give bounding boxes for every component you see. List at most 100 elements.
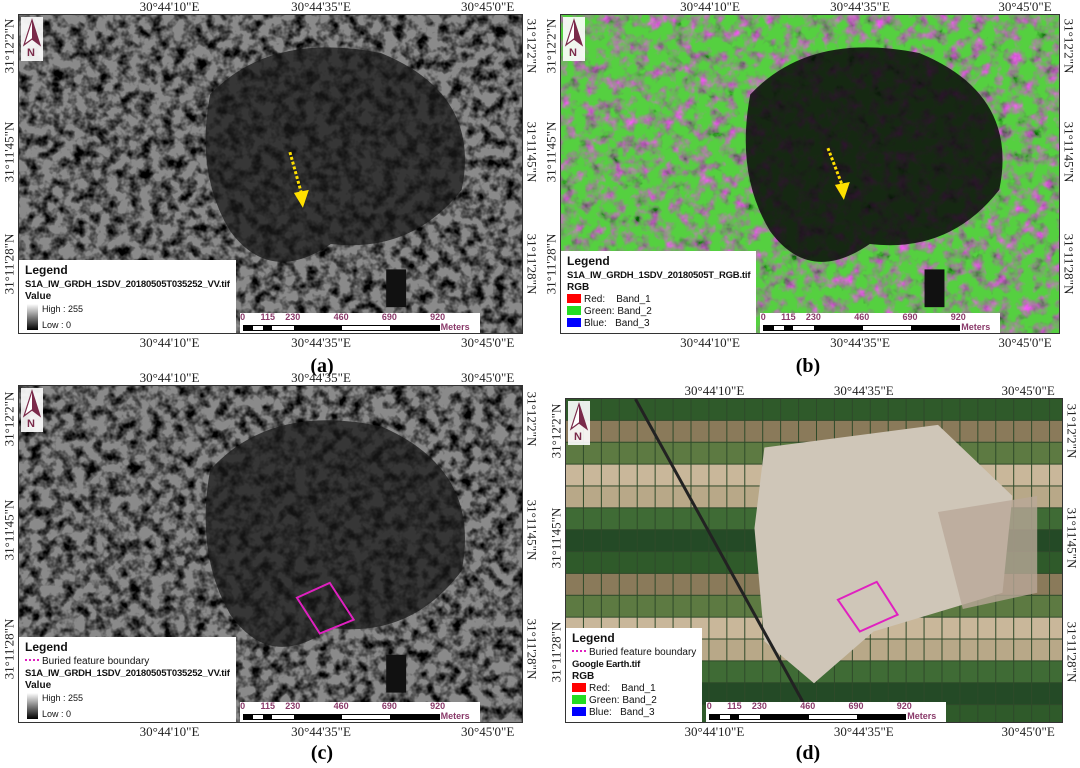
north-label: N <box>569 47 577 59</box>
longitude-label-top: 30°45'0"E <box>460 0 515 14</box>
scale-tick-label: 460 <box>333 312 349 322</box>
latitude-label-right: 31°11'28"N <box>1061 233 1077 294</box>
scale-tick-label: 0 <box>760 312 766 322</box>
longitude-label-bottom: 30°45'0"E <box>1001 724 1055 739</box>
legend-title: Legend <box>567 254 610 268</box>
longitude-label-top: 30°45'0"E <box>460 370 515 385</box>
panel-caption: (b) <box>795 355 821 377</box>
legend-title: Legend <box>25 263 68 277</box>
yellow-arrow-head-icon <box>293 189 309 208</box>
longitude-label-top: 30°44'35"E <box>830 0 890 14</box>
legend-low: Low : 0 <box>42 320 72 330</box>
legend-band-label: Green: Band_2 <box>589 695 657 706</box>
scale-tick-label: 920 <box>950 312 966 322</box>
legend-boundary-label: Buried feature boundary <box>42 656 150 667</box>
legend-title: Legend <box>25 640 68 654</box>
scale-unit: Meters <box>961 322 991 332</box>
scale-tick-label: 690 <box>381 701 397 711</box>
north-arrow-icon: N <box>568 401 590 445</box>
scale-tick-label: 690 <box>848 701 864 711</box>
legend-band-label: Red: Band_1 <box>584 294 651 305</box>
panel-caption: (a) <box>310 355 334 377</box>
longitude-label-bottom: 30°44'10"E <box>684 724 745 739</box>
scale-tick-label: 230 <box>285 312 301 322</box>
scale-bar: 0 115 230 460 690 920 Meters <box>239 701 480 722</box>
latitude-label-left: 31°12'2"N <box>543 18 559 74</box>
scale-tick-label: 460 <box>854 312 870 322</box>
map-image: N Legend S1A_IW_GRDH_1SDV_20180505T_RGB.t… <box>560 14 1060 334</box>
scale-bar: 0 115 230 460 690 920 Meters <box>239 312 480 333</box>
legend-value-heading: Value <box>25 680 52 691</box>
longitude-label-top: 30°45'0"E <box>1001 383 1055 398</box>
latitude-label-left: 31°12'2"N <box>1 391 17 447</box>
latitude-label-right: 31°11'28"N <box>524 233 540 294</box>
longitude-label-bottom: 30°45'0"E <box>998 335 1052 350</box>
band-color-swatch <box>567 306 581 315</box>
latitude-label-right: 31°11'45"N <box>524 499 540 561</box>
scale-tick-label: 0 <box>240 312 246 322</box>
yellow-arrow-icon <box>288 151 304 196</box>
longitude-label-top: 30°44'10"E <box>684 383 745 398</box>
longitude-label-bottom: 30°45'0"E <box>460 335 515 350</box>
latitude-label-right: 31°12'2"N <box>524 391 540 447</box>
longitude-label-top: 30°44'35"E <box>291 0 351 14</box>
scale-tick-label: 0 <box>706 701 712 711</box>
scale-unit: Meters <box>907 711 937 721</box>
latitude-label-right: 31°11'45"N <box>524 121 540 182</box>
legend-high: High : 255 <box>42 304 84 314</box>
scale-tick-label: 690 <box>902 312 918 322</box>
longitude-label-top: 30°45'0"E <box>998 0 1052 14</box>
north-arrow-icon: N <box>21 17 43 61</box>
north-arrow-icon: N <box>21 388 43 432</box>
longitude-label-top: 30°44'10"E <box>680 0 740 14</box>
scale-tick-label: 230 <box>285 701 301 711</box>
scale-tick-label: 460 <box>800 701 816 711</box>
latitude-label-left: 31°11'28"N <box>543 233 559 294</box>
map-image: N Legend Buried feature boundary S1A_IW_GR… <box>18 385 523 723</box>
legend-rgb-heading: RGB <box>567 282 590 293</box>
legend-layer-name: S1A_IW_GRDH_1SDV_20180505T035252_VV.tif <box>25 668 230 679</box>
scale-tick-label: 115 <box>781 312 796 322</box>
map-image: N Legend S1A_IW_GRDH_1SDV_20180505T035252… <box>18 14 523 334</box>
yellow-arrow-icon <box>826 147 845 188</box>
north-arrow-icon: N <box>563 17 585 61</box>
legend-boundary-label: Buried feature boundary <box>589 647 697 658</box>
scale-tick-label: 230 <box>805 312 821 322</box>
scale-tick-label: 115 <box>260 701 275 711</box>
latitude-label-right: 31°12'2"N <box>1061 18 1077 74</box>
legend-layer-name: S1A_IW_GRDH_1SDV_20180505T035252_VV.tif <box>25 279 230 290</box>
scale-unit: Meters <box>440 322 470 332</box>
latitude-label-left: 31°11'28"N <box>1 233 17 294</box>
boundary-line-swatch <box>25 659 39 661</box>
longitude-label-top: 30°44'10"E <box>139 0 200 14</box>
scale-tick-label: 0 <box>240 701 246 711</box>
scale-tick-label: 460 <box>333 701 349 711</box>
longitude-label-bottom: 30°44'35"E <box>291 335 351 350</box>
legend-band-label: Green: Band_2 <box>584 306 652 317</box>
scale-bar: 0 115 230 460 690 920 Meters <box>760 312 1001 333</box>
legend-low: Low : 0 <box>42 709 72 719</box>
scale-tick-label: 230 <box>751 701 767 711</box>
latitude-label-left: 31°11'28"N <box>548 621 564 682</box>
band-color-swatch <box>572 695 586 704</box>
longitude-label-bottom: 30°44'10"E <box>139 724 200 739</box>
longitude-label-bottom: 30°44'10"E <box>680 335 740 350</box>
north-label: N <box>27 47 35 59</box>
map-legend: Legend Buried feature boundary S1A_IW_GRDH… <box>19 637 236 722</box>
longitude-label-top: 30°44'35"E <box>291 370 351 385</box>
latitude-label-right: 31°11'45"N <box>1061 121 1077 182</box>
north-label: N <box>27 418 35 430</box>
legend-layer-name: S1A_IW_GRDH_1SDV_20180505T_RGB.tif <box>567 270 751 281</box>
band-color-swatch <box>572 683 586 692</box>
legend-band-label: Blue: Band_3 <box>584 318 650 329</box>
band-color-swatch <box>572 707 586 716</box>
legend-layer-name: Google Earth.tif <box>572 659 641 670</box>
latitude-label-right: 31°12'2"N <box>524 18 540 74</box>
legend-band-label: Red: Band_1 <box>589 683 656 694</box>
latitude-label-right: 31°12'2"N <box>1064 403 1080 458</box>
boundary-line-swatch <box>572 650 586 652</box>
map-image: N Legend Buried feature boundary Google Ea… <box>565 398 1063 723</box>
latitude-label-left: 31°12'2"N <box>1 18 17 74</box>
longitude-label-bottom: 30°44'35"E <box>291 724 351 739</box>
longitude-label-bottom: 30°45'0"E <box>460 724 515 739</box>
